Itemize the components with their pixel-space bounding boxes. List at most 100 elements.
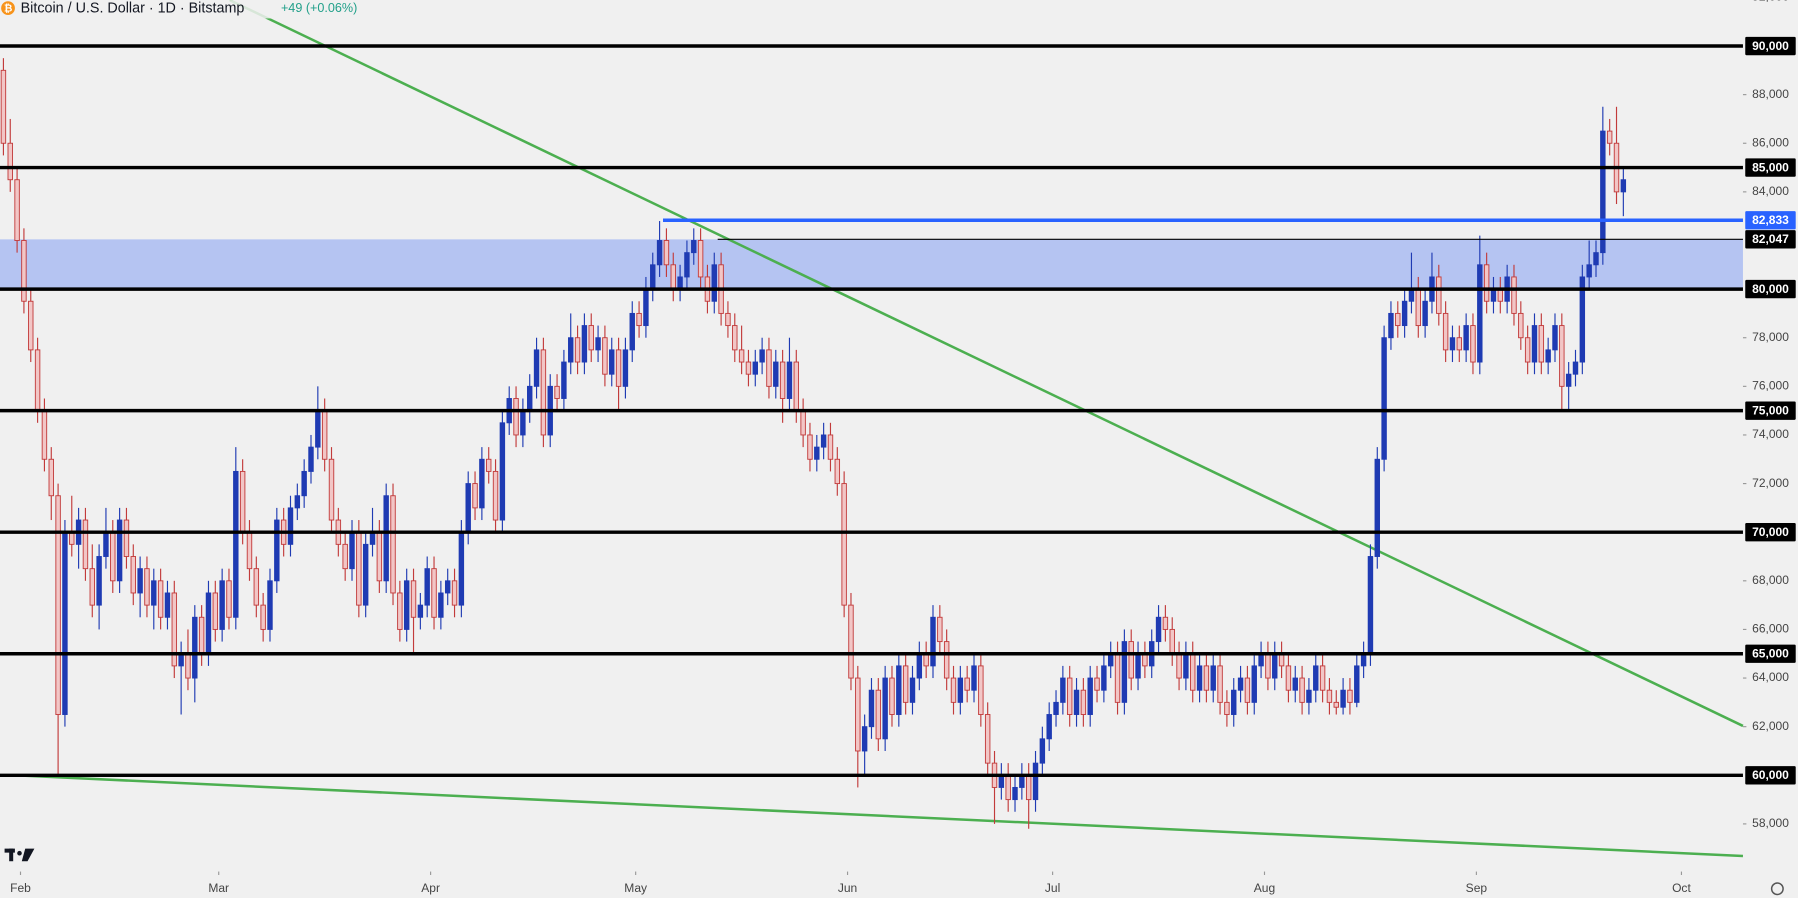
- candle-body: [492, 470, 499, 521]
- candle-body: [670, 264, 676, 290]
- candle-body: [82, 519, 89, 570]
- candle-body: [1593, 252, 1599, 266]
- candle-body: [848, 604, 854, 679]
- candle-body: [253, 568, 260, 606]
- candle-body: [1142, 653, 1148, 667]
- x-tick-label: Mar: [208, 881, 229, 895]
- candle-body: [14, 179, 20, 241]
- candle-body: [1463, 325, 1469, 351]
- x-tick-label: Aug: [1254, 881, 1275, 895]
- candle-body: [246, 531, 253, 570]
- candle-body: [1203, 665, 1210, 691]
- candle-body: [472, 483, 478, 509]
- candle-body: [1176, 653, 1182, 679]
- candle-body: [369, 531, 376, 545]
- candle-body: [308, 446, 314, 472]
- candle-body: [609, 349, 615, 375]
- candle-body: [889, 677, 895, 715]
- x-tick-label: Sep: [1466, 881, 1488, 895]
- candle-body: [1449, 337, 1456, 351]
- candle-body: [1456, 337, 1463, 351]
- price-change: +49 (+0.06%): [281, 1, 357, 15]
- candle-body: [1538, 325, 1545, 363]
- candle-body: [48, 458, 54, 497]
- candle-body: [1231, 689, 1237, 715]
- candle-body: [1114, 653, 1121, 703]
- candle-body: [691, 240, 697, 254]
- candle-body: [233, 470, 239, 618]
- candle-body: [1066, 677, 1073, 715]
- candle-body: [1606, 130, 1613, 144]
- candle-body: [362, 543, 369, 606]
- tv-logo: [4, 848, 35, 862]
- candle-body: [1579, 276, 1586, 363]
- candle-body: [103, 531, 109, 557]
- candle-body: [533, 349, 540, 387]
- candle-body: [431, 568, 437, 618]
- candle-body: [267, 580, 273, 630]
- candle-body: [602, 337, 608, 375]
- candle-body: [1374, 458, 1380, 557]
- candle-body: [1436, 276, 1442, 314]
- candle-body: [1306, 689, 1312, 703]
- candle-body: [1053, 701, 1059, 715]
- candle-body: [212, 592, 219, 630]
- candle-body: [1169, 628, 1175, 655]
- trendline: [229, 0, 1744, 728]
- candle-body: [629, 312, 635, 351]
- candle-body: [1313, 665, 1319, 691]
- candle-body: [964, 677, 970, 691]
- candle-body: [1545, 349, 1551, 363]
- candle-body: [424, 568, 430, 606]
- candle-body: [260, 604, 266, 630]
- candle-body: [130, 556, 136, 594]
- candle-body: [527, 385, 533, 412]
- candle-body: [485, 458, 492, 472]
- candle-body: [1401, 300, 1408, 327]
- candle-body: [930, 616, 936, 667]
- candle-body: [1080, 689, 1087, 715]
- candle-body: [1121, 641, 1128, 703]
- candle-body: [684, 252, 690, 278]
- candle-body: [834, 458, 841, 485]
- candle-body: [198, 616, 205, 655]
- y-tick-label: 84,000: [1752, 184, 1789, 198]
- candle-body: [1408, 288, 1415, 302]
- candle-body: [1511, 276, 1517, 314]
- candle-body: [595, 337, 601, 351]
- candle-body: [738, 349, 745, 363]
- y-tick-label: 66,000: [1752, 622, 1789, 636]
- level-label: 65,000: [1752, 647, 1789, 661]
- candle-body: [21, 240, 27, 302]
- candle-body: [581, 325, 588, 363]
- candle-body: [1244, 677, 1251, 703]
- candle-body: [123, 519, 130, 557]
- zone: [0, 239, 1743, 290]
- settings-icon[interactable]: [1770, 882, 1784, 896]
- candle-body: [513, 398, 519, 436]
- candle-body: [574, 337, 581, 363]
- candle-body: [807, 434, 813, 460]
- candle-body: [520, 410, 526, 436]
- candle-body: [1237, 677, 1244, 691]
- candle-body: [1183, 653, 1189, 679]
- level-label: 90,000: [1752, 39, 1789, 53]
- candle-body: [1354, 665, 1360, 703]
- candle-body: [1572, 361, 1579, 375]
- candle-body: [923, 653, 929, 667]
- candle-body: [1073, 689, 1080, 715]
- candle-body: [1340, 689, 1346, 708]
- candle-body: [909, 677, 916, 703]
- level-label-box: [1745, 644, 1796, 663]
- candle-body: [410, 580, 417, 618]
- level-label-box: [1745, 401, 1796, 420]
- candle-body: [978, 665, 984, 715]
- candle-body: [732, 325, 738, 351]
- candle-body: [7, 142, 13, 181]
- candle-body: [1196, 665, 1203, 691]
- candle-body: [0, 69, 7, 144]
- candle-body: [287, 507, 294, 545]
- y-tick-label: 68,000: [1752, 573, 1789, 587]
- candle-body: [779, 361, 786, 399]
